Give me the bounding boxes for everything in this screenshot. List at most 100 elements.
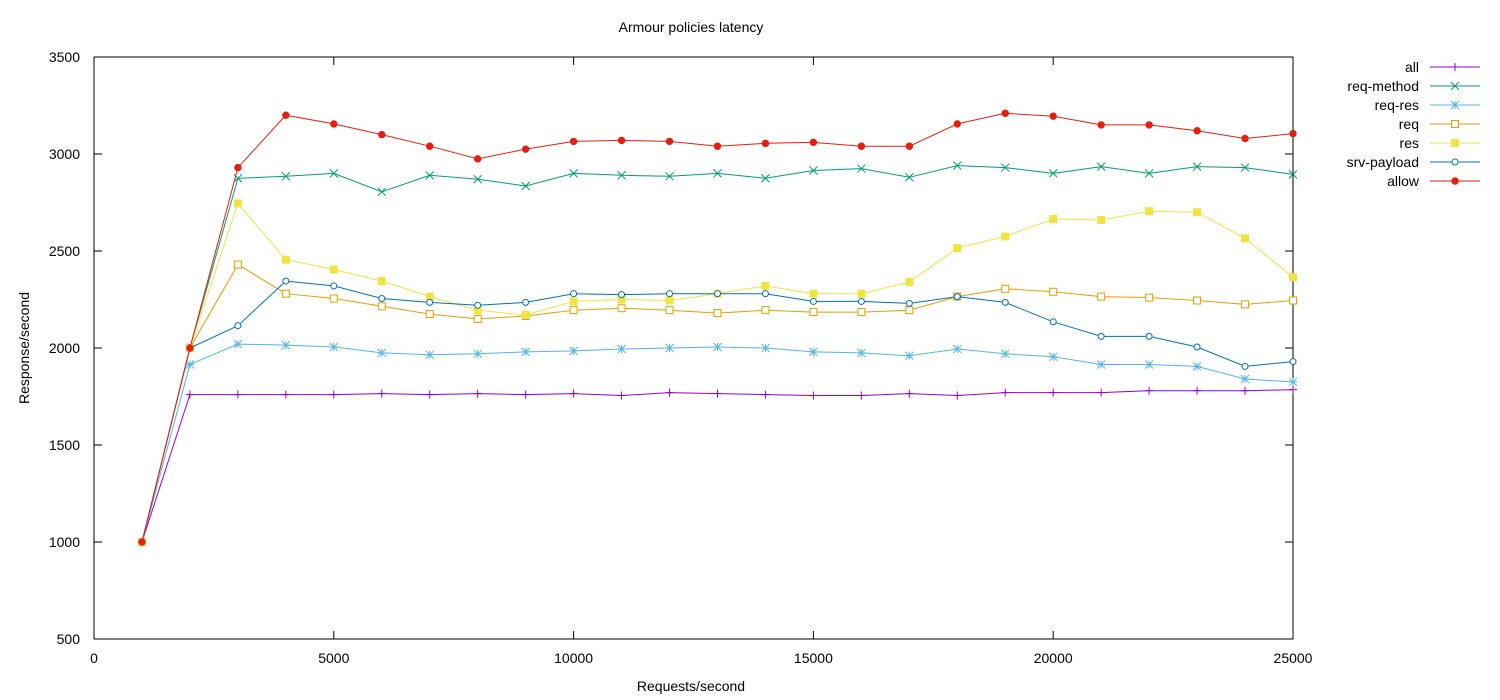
series-line	[141, 112, 1294, 543]
legend-entry-req-res: req-res	[1375, 97, 1480, 113]
data-point	[857, 391, 866, 400]
x-tick-label: 20000	[1034, 650, 1073, 666]
y-tick-label: 2000	[49, 340, 80, 356]
data-point	[905, 389, 914, 398]
data-point	[1289, 358, 1297, 366]
data-point	[138, 538, 146, 546]
data-point	[473, 349, 483, 359]
data-point	[569, 137, 578, 146]
series-line	[141, 202, 1294, 543]
data-point	[761, 343, 770, 353]
chart-title: Armour policies latency	[619, 19, 764, 35]
legend: all req-method req-res req res srv-payload all…	[1347, 59, 1480, 189]
data-point	[329, 169, 339, 178]
data-point	[1144, 169, 1154, 178]
data-point	[186, 344, 194, 352]
data-point	[1241, 362, 1249, 370]
data-point	[377, 302, 386, 311]
legend-label: req-res	[1375, 97, 1419, 113]
data-point	[426, 142, 434, 150]
data-point	[809, 347, 818, 357]
data-point	[473, 155, 482, 163]
data-point	[521, 347, 530, 357]
data-point	[1001, 284, 1010, 293]
series-res	[137, 199, 1297, 546]
data-point	[1049, 318, 1057, 326]
legend-marker	[1451, 139, 1459, 147]
legend-entry-res: res	[1400, 135, 1480, 151]
y-tick-label: 2500	[49, 243, 80, 259]
data-point	[617, 170, 626, 180]
data-point	[233, 260, 242, 269]
data-point	[1193, 386, 1202, 395]
data-point	[233, 339, 243, 349]
data-point	[713, 169, 722, 178]
data-point	[474, 301, 482, 309]
x-tick-label: 25000	[1274, 650, 1313, 666]
data-point	[1193, 208, 1202, 217]
data-point	[904, 172, 914, 182]
data-point	[904, 351, 914, 361]
data-point	[569, 389, 578, 398]
data-point	[425, 390, 434, 399]
data-point	[521, 311, 530, 320]
data-point	[713, 389, 722, 398]
data-point	[953, 120, 961, 128]
data-point	[281, 255, 290, 264]
data-point	[1192, 362, 1202, 371]
legend-marker	[1451, 177, 1459, 185]
data-point	[713, 142, 722, 150]
data-point	[1145, 293, 1154, 302]
data-point	[809, 138, 818, 147]
data-point	[330, 120, 338, 128]
legend-marker	[1451, 158, 1459, 166]
x-tick-label: 0	[90, 650, 98, 666]
data-point	[425, 170, 435, 180]
legend-marker	[1450, 100, 1460, 110]
data-point	[857, 164, 866, 173]
data-point	[857, 289, 866, 298]
series-layer	[137, 109, 1298, 547]
data-point	[569, 169, 578, 178]
data-point	[761, 290, 769, 298]
x-tick-label: 15000	[794, 650, 833, 666]
data-point	[426, 298, 434, 306]
data-point	[1192, 162, 1202, 171]
data-point	[1144, 360, 1154, 369]
legend-marker	[1451, 63, 1459, 71]
data-point	[473, 174, 483, 184]
data-point	[329, 294, 338, 303]
data-point	[1241, 300, 1250, 309]
data-point	[281, 289, 290, 298]
series-allow	[138, 109, 1297, 546]
data-point	[569, 297, 578, 306]
data-point	[953, 391, 962, 400]
y-tick-label: 1500	[49, 437, 80, 453]
data-point	[282, 277, 290, 285]
data-point	[281, 390, 290, 399]
data-point	[953, 244, 962, 253]
data-point	[521, 145, 530, 153]
data-point	[425, 350, 435, 360]
data-point	[521, 390, 530, 399]
data-point	[281, 340, 291, 350]
data-point	[378, 130, 386, 139]
data-point	[761, 390, 770, 399]
data-point	[665, 343, 674, 353]
data-point	[1001, 109, 1009, 117]
data-point	[1049, 112, 1057, 120]
data-point	[617, 391, 626, 400]
data-point	[617, 344, 626, 354]
data-point	[713, 290, 721, 298]
data-point	[665, 388, 674, 397]
data-point	[1241, 234, 1250, 243]
data-point	[1000, 349, 1010, 359]
data-point	[857, 297, 865, 305]
data-point	[666, 290, 674, 298]
data-point	[665, 296, 674, 305]
data-point	[234, 163, 242, 172]
data-point	[1001, 298, 1009, 306]
data-point	[809, 391, 818, 400]
series-req-method	[137, 161, 1298, 547]
